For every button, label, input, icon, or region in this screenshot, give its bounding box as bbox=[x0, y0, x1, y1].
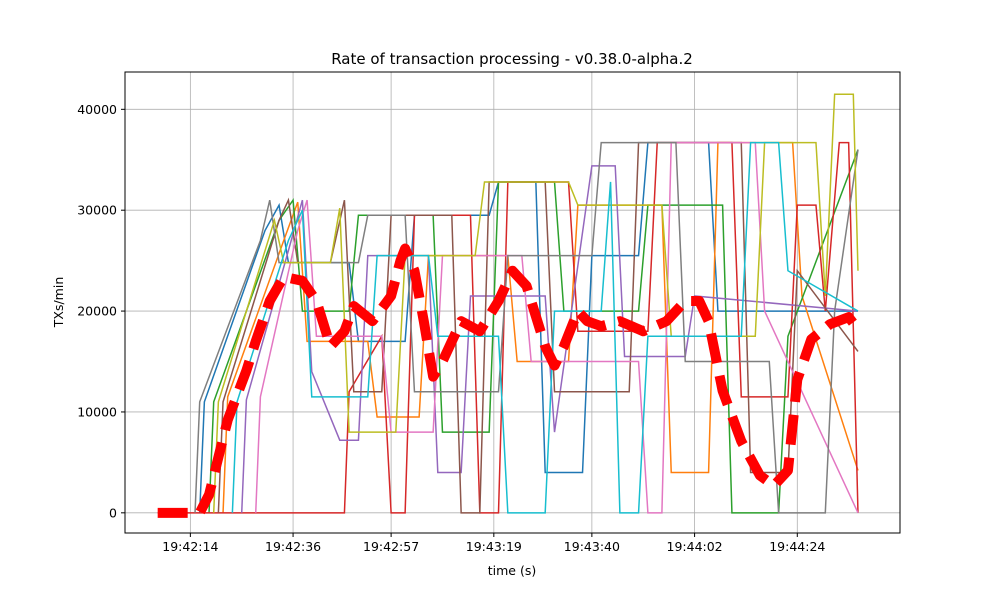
series-line-1 bbox=[198, 141, 858, 513]
series-line-10 bbox=[231, 141, 859, 514]
series-line-7 bbox=[254, 141, 859, 514]
x-axis-label: time (s) bbox=[488, 563, 536, 578]
y-tick-label: 10000 bbox=[77, 404, 117, 419]
chart-title: Rate of transaction processing - v0.38.0… bbox=[331, 50, 693, 68]
x-tick-label: 19:42:57 bbox=[363, 539, 419, 554]
series-line-8 bbox=[194, 141, 859, 514]
x-tick-label: 19:43:19 bbox=[466, 539, 522, 554]
x-tick-label: 19:42:14 bbox=[162, 539, 218, 554]
y-tick-label: 30000 bbox=[77, 203, 117, 218]
mean-line-group bbox=[157, 243, 862, 518]
y-tick-label: 20000 bbox=[77, 304, 117, 319]
series-line-9 bbox=[212, 93, 859, 513]
series-line-4 bbox=[157, 141, 859, 514]
ticks: 19:42:14 19:42:36 19:42:57 19:43:19 19:43:40… bbox=[77, 102, 825, 554]
x-tick-label: 19:42:36 bbox=[265, 539, 321, 554]
plot-frame bbox=[124, 71, 901, 534]
x-tick-label: 19:43:40 bbox=[564, 539, 620, 554]
y-tick-label: 0 bbox=[109, 505, 117, 520]
y-axis-label: TXs/min bbox=[51, 277, 66, 329]
x-tick-label: 19:44:02 bbox=[667, 539, 723, 554]
y-tick-label: 40000 bbox=[77, 102, 117, 117]
x-tick-label: 19:44:24 bbox=[769, 539, 825, 554]
series-group bbox=[157, 93, 859, 514]
mean-line bbox=[157, 243, 862, 518]
